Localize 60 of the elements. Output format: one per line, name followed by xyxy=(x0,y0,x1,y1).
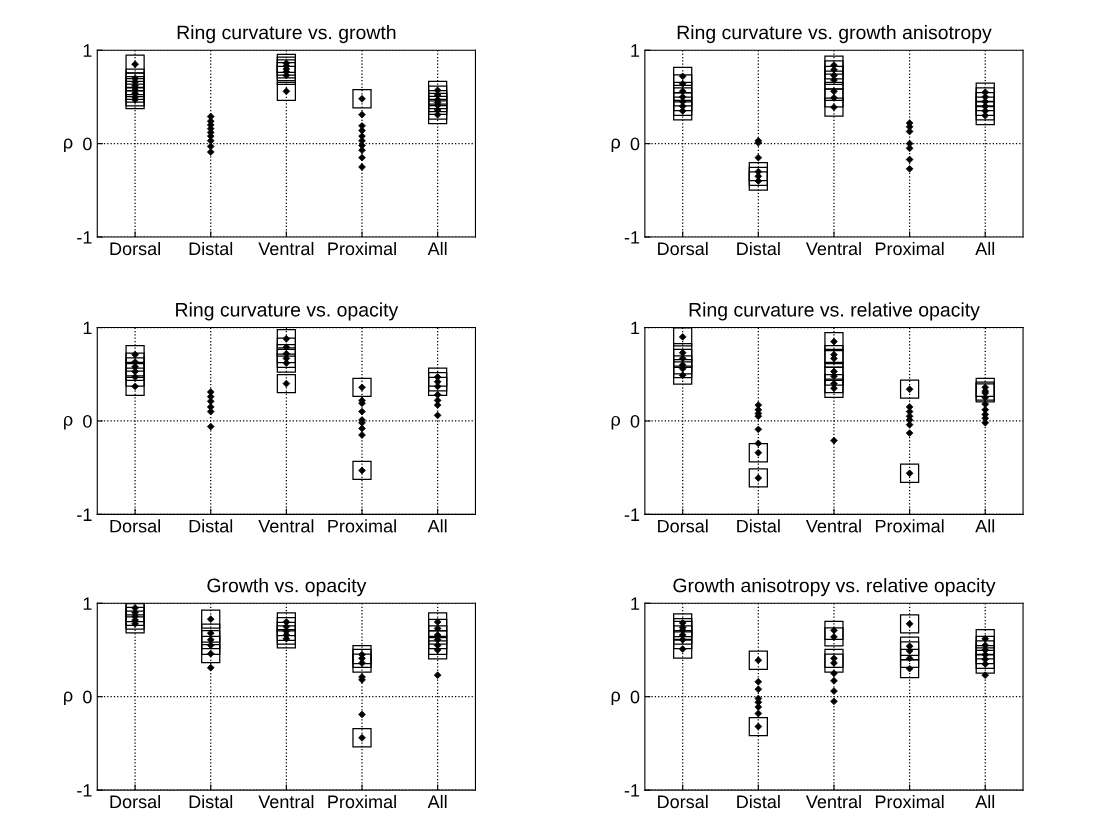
y-axis-title: ρ xyxy=(611,138,621,153)
x-tick-label: Distal xyxy=(737,241,780,256)
y-tick-label: -1 xyxy=(624,508,640,521)
x-tick-label: Distal xyxy=(189,519,233,533)
x-tick-label: Ventral xyxy=(805,519,861,533)
x-tick-label: Ventral xyxy=(805,794,861,809)
chart-title: Ring curvature vs. growth anisotropy xyxy=(677,25,992,44)
x-tick-label: Ventral xyxy=(805,241,861,256)
y-axis-title: ρ xyxy=(611,691,621,706)
x-tick-label: Proximal xyxy=(875,519,944,533)
y-axis-title: ρ xyxy=(611,415,621,430)
y-tick-label: -1 xyxy=(624,784,640,797)
x-tick-label: Distal xyxy=(737,519,780,533)
y-tick-label: 0 xyxy=(630,137,640,151)
x-tick-label: All xyxy=(975,794,995,809)
chart-title: Growth anisotropy vs. relative opacity xyxy=(673,578,996,597)
x-tick-label: Distal xyxy=(737,794,780,809)
x-tick-label: Dorsal xyxy=(110,519,160,533)
x-tick-label: Dorsal xyxy=(658,794,708,809)
x-tick-label: All xyxy=(427,794,447,809)
y-tick-label: 0 xyxy=(630,690,640,704)
x-tick-label: Ventral xyxy=(258,519,314,533)
y-tick-label: -1 xyxy=(77,231,92,244)
x-tick-label: All xyxy=(427,241,447,255)
chart-title: Ring curvature vs. relative opacity xyxy=(689,302,980,321)
x-tick-label: Proximal xyxy=(875,794,944,809)
x-tick-label: Ventral xyxy=(258,794,314,809)
x-tick-label: Proximal xyxy=(875,241,944,256)
y-tick-label: 1 xyxy=(631,321,640,335)
chart-title: Ring curvature vs. opacity xyxy=(176,302,399,321)
y-tick-label: 0 xyxy=(83,690,92,704)
y-tick-label: 1 xyxy=(83,44,92,57)
x-tick-label: Proximal xyxy=(328,794,396,809)
y-tick-label: -1 xyxy=(77,508,92,521)
chart-title: Ring curvature vs. growth xyxy=(177,25,396,44)
x-tick-label: Proximal xyxy=(328,241,396,256)
y-axis-title: ρ xyxy=(64,415,73,430)
y-axis-title: ρ xyxy=(64,138,73,153)
y-axis-title: ρ xyxy=(64,691,73,706)
x-tick-label: All xyxy=(427,519,447,533)
chart-title: Growth vs. opacity xyxy=(207,578,367,597)
x-tick-label: Dorsal xyxy=(110,241,160,256)
y-tick-label: 0 xyxy=(83,414,92,428)
y-tick-label: -1 xyxy=(624,231,640,244)
y-tick-label: 1 xyxy=(631,597,640,610)
x-tick-label: Distal xyxy=(189,794,233,809)
x-tick-label: Distal xyxy=(189,241,233,256)
x-tick-label: All xyxy=(975,241,995,255)
x-tick-label: Dorsal xyxy=(658,519,708,533)
y-tick-label: -1 xyxy=(77,784,92,797)
x-tick-label: Dorsal xyxy=(110,794,160,809)
x-tick-label: Ventral xyxy=(258,241,314,256)
y-tick-label: 1 xyxy=(83,597,92,610)
x-tick-label: Proximal xyxy=(328,519,396,533)
y-tick-label: 0 xyxy=(630,414,640,428)
y-tick-label: 0 xyxy=(83,137,92,151)
x-tick-label: Dorsal xyxy=(658,241,708,256)
y-tick-label: 1 xyxy=(631,44,640,57)
y-tick-label: 1 xyxy=(83,321,92,335)
x-tick-label: All xyxy=(975,519,995,533)
